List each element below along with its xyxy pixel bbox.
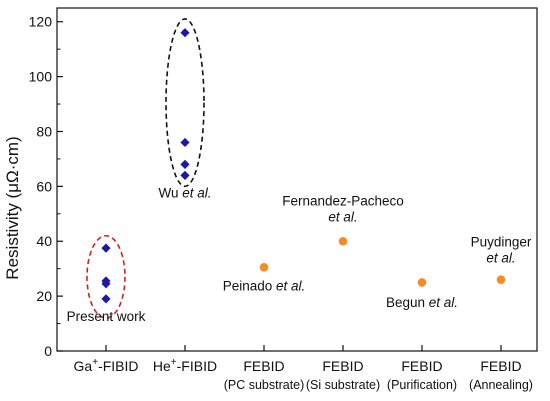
y-axis-label: Resistivity (μΩ·cm): [3, 136, 22, 279]
x-category-label-0: Ga+-FIBID: [74, 357, 139, 374]
y-tick-label-3: 60: [36, 178, 52, 194]
y-tick-label-0: 0: [44, 343, 52, 359]
annotation-1-line-0: Wu et al.: [158, 185, 211, 200]
annotation-3-line-0: Fernandez-Pacheco: [282, 194, 404, 209]
x-category-sublabel-2: (PC substrate): [224, 378, 305, 392]
x-category-sublabel-3: (Si substrate): [306, 378, 380, 392]
point-s1-1: [338, 236, 348, 246]
point-s1-3: [496, 275, 506, 284]
group-ellipse-1: [165, 18, 205, 188]
point-s1-2: [417, 278, 427, 287]
annotation-4-line-0: Begun et al.: [386, 295, 458, 310]
y-tick-label-2: 40: [36, 233, 52, 249]
annotation-0-line-0: Present work: [67, 309, 146, 324]
y-tick-label-5: 100: [29, 69, 53, 85]
point-s0-7: [180, 170, 190, 180]
point-s0-2: [101, 279, 111, 289]
annotation-2-line-0: Peinado et al.: [223, 279, 306, 294]
x-category-label-1: He+-FIBID: [153, 357, 217, 374]
y-tick-label-1: 20: [36, 288, 52, 304]
point-s0-6: [180, 159, 190, 170]
x-category-label-5: FEBID: [480, 358, 521, 374]
x-category-sublabel-5: (Annealing): [469, 378, 533, 392]
x-category-sublabel-4: (Purification): [387, 378, 457, 392]
point-s0-4: [180, 28, 190, 38]
point-s0-3: [101, 294, 111, 304]
point-s0-5: [180, 137, 190, 148]
x-category-label-3: FEBID: [322, 358, 363, 374]
point-s0-0: [101, 243, 111, 253]
group-ellipse-0: [86, 234, 126, 319]
plot-frame: [56, 7, 538, 352]
x-category-label-4: FEBID: [401, 358, 442, 374]
y-tick-label-6: 120: [29, 14, 53, 30]
point-s1-0: [259, 263, 269, 272]
plot-area: 0 20 40 60 80 100 120 Ga+-FIBID He+-FIBID FEBID (P…: [29, 7, 538, 392]
annotation-5-line-0: Puydinger: [471, 235, 532, 250]
annotation-3-line-1: et al.: [328, 210, 357, 225]
y-tick-label-4: 80: [36, 123, 52, 139]
annotation-5-line-1: et al.: [486, 251, 515, 266]
x-category-label-2: FEBID: [243, 358, 284, 374]
